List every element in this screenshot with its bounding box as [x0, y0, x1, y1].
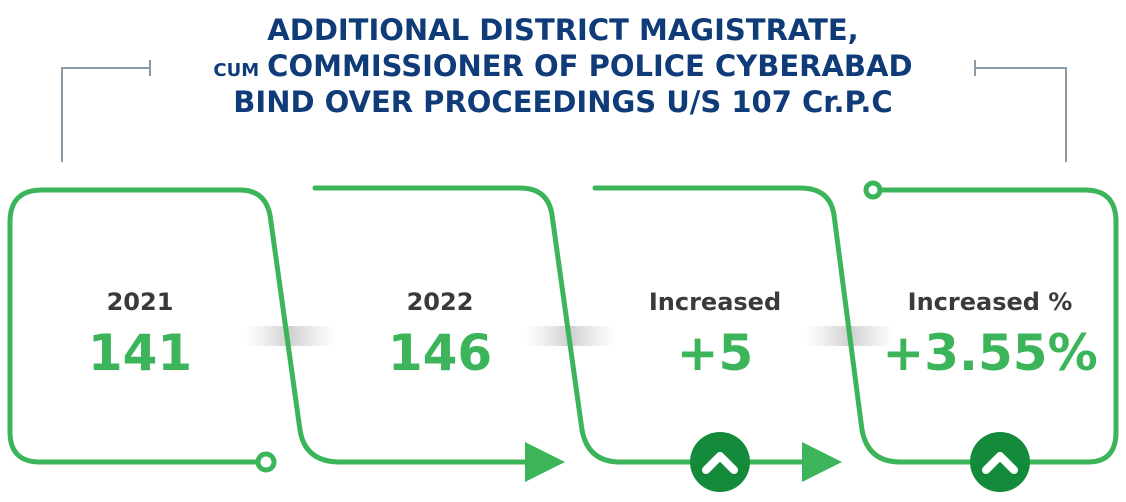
- node: [863, 180, 883, 200]
- item-label: Increased: [649, 288, 781, 316]
- node: [255, 451, 277, 473]
- title-prefix: CUM: [213, 60, 259, 81]
- item-value: +5: [677, 324, 754, 382]
- bracket-right: [974, 60, 1067, 162]
- title-line: BIND OVER PROCEEDINGS U/S 107 Cr.P.C: [233, 85, 892, 119]
- item-value: 141: [88, 324, 192, 382]
- item-label: 2021: [107, 288, 174, 316]
- frame: [7, 187, 565, 482]
- item-label: Increased %: [908, 288, 1073, 316]
- item-label: 2022: [407, 288, 474, 316]
- frame: [877, 187, 1119, 465]
- title-line: CUM COMMISSIONER OF POLICE CYBERABAD: [213, 49, 912, 83]
- title-line: ADDITIONAL DISTRICT MAGISTRATE,: [267, 13, 858, 47]
- frame: [592, 185, 973, 465]
- item-value: +3.55%: [882, 324, 1097, 382]
- frame: [312, 185, 693, 465]
- item-value: 146: [388, 324, 492, 382]
- up-button: [970, 432, 1030, 492]
- shadow: [245, 326, 335, 346]
- title-text: COMMISSIONER OF POLICE CYBERABAD: [267, 49, 912, 83]
- bracket-left: [61, 60, 151, 162]
- up-button: [690, 432, 750, 492]
